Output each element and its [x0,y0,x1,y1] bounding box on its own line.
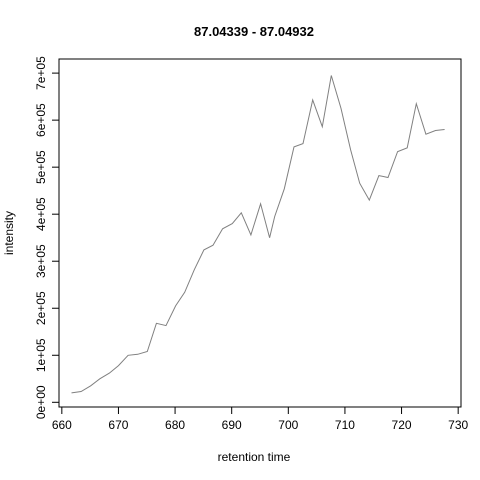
x-tick-label: 710 [335,418,355,432]
x-tick-label: 670 [108,418,128,432]
y-tick-label: 5e+05 [34,150,48,184]
y-tick-label: 3e+05 [34,244,48,278]
x-tick-label: 690 [222,418,242,432]
y-tick-label: 7e+05 [34,56,48,90]
y-tick-label: 4e+05 [34,197,48,231]
plot-area [58,58,462,408]
y-tick-label: 0e+00 [34,385,48,419]
x-axis: 660 670 680 690 700 710 720 730 [52,406,469,432]
x-tick-label: 700 [278,418,298,432]
series-line [71,75,445,394]
x-tick-label: 680 [165,418,185,432]
y-tick-label: 1e+05 [34,338,48,372]
y-tick-label: 2e+05 [34,291,48,325]
y-axis: 0e+00 1e+05 2e+05 3e+05 4e+05 5e+05 6e+05 7e+05 [34,56,60,419]
chart-title: 87.04339 - 87.04932 [194,24,314,39]
y-axis-label: intensity [2,211,16,255]
x-tick-label: 720 [392,418,412,432]
series-layer [71,75,445,394]
x-tick-label: 660 [52,418,72,432]
x-axis-label: retention time [218,450,291,464]
y-tick-label: 6e+05 [34,103,48,137]
x-tick-label: 730 [448,418,468,432]
